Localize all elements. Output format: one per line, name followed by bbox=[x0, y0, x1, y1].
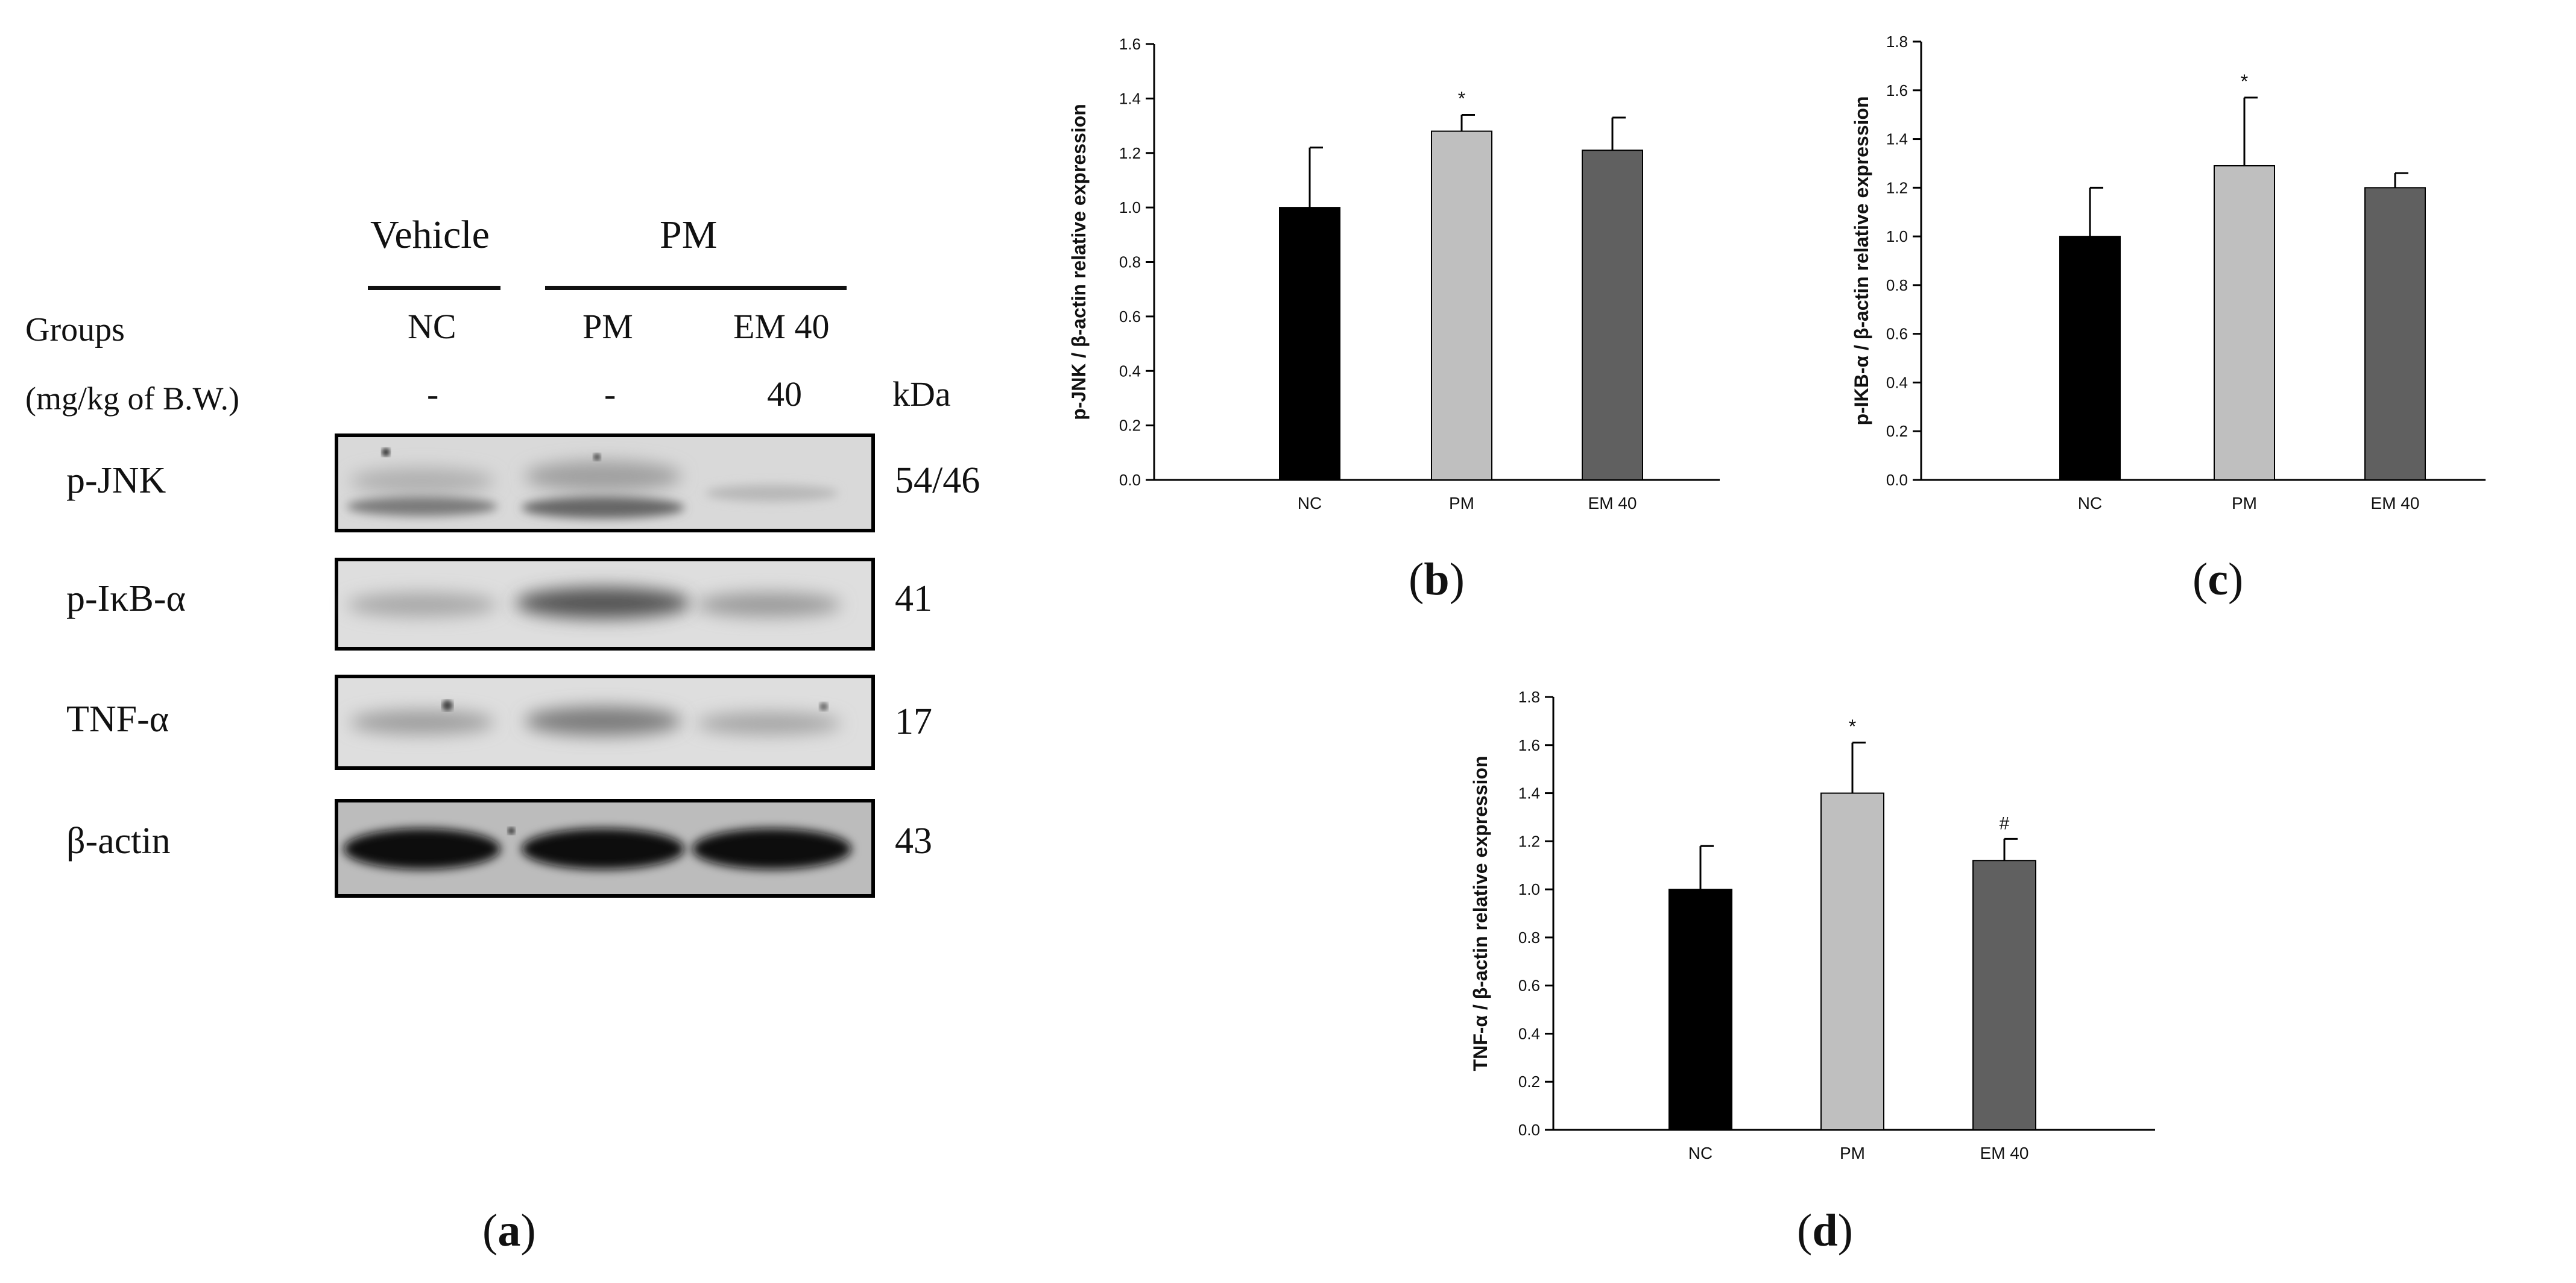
blot-header-pm: PM bbox=[660, 213, 718, 257]
groups-label: Groups bbox=[25, 311, 125, 348]
panel-label-a: (a) bbox=[482, 1205, 536, 1256]
kda-tnfa: 17 bbox=[895, 701, 932, 742]
y-tick-label: 0.2 bbox=[1518, 1073, 1540, 1091]
panel-label-b: (b) bbox=[1409, 554, 1465, 605]
x-tick-label: EM 40 bbox=[2371, 494, 2420, 512]
y-tick-label: 0.6 bbox=[1886, 325, 1908, 343]
pm-underline bbox=[545, 286, 847, 290]
bar bbox=[1668, 889, 1732, 1130]
lane-label-em40: EM 40 bbox=[733, 307, 830, 346]
y-tick-label: 0.2 bbox=[1886, 422, 1908, 440]
y-tick-label: 1.4 bbox=[1518, 784, 1540, 802]
bar bbox=[1431, 130, 1492, 481]
y-tick-label: 1.8 bbox=[1518, 688, 1540, 706]
dose-em40: 40 bbox=[767, 374, 802, 414]
vehicle-underline bbox=[368, 286, 500, 290]
bar bbox=[2214, 165, 2275, 481]
y-tick-label: 1.0 bbox=[1119, 198, 1141, 216]
x-tick-label: NC bbox=[2078, 494, 2102, 512]
panel-label-c-letter: c bbox=[2208, 554, 2229, 605]
blot-strip-pikba bbox=[335, 558, 875, 651]
y-tick-label: 0.8 bbox=[1518, 928, 1540, 947]
y-tick-label: 1.6 bbox=[1518, 736, 1540, 754]
y-tick-label: 1.4 bbox=[1119, 89, 1141, 107]
protein-label-bactin: β-actin bbox=[66, 821, 171, 862]
x-tick-label: EM 40 bbox=[1588, 494, 1637, 512]
panel-label-b-letter: b bbox=[1424, 554, 1450, 605]
significance-mark: * bbox=[2241, 71, 2248, 92]
significance-mark: * bbox=[1849, 716, 1856, 737]
y-tick-label: 0.0 bbox=[1886, 471, 1908, 489]
y-tick-label: 0.0 bbox=[1119, 471, 1141, 489]
panel-label-d: (d) bbox=[1797, 1205, 1853, 1256]
protein-label-pjnk: p-JNK bbox=[66, 460, 166, 501]
blot-header-vehicle: Vehicle bbox=[370, 213, 490, 257]
x-tick-label: PM bbox=[2232, 494, 2257, 512]
dose-nc: - bbox=[427, 374, 439, 414]
y-tick-label: 1.2 bbox=[1886, 178, 1908, 197]
panel-label-d-letter: d bbox=[1812, 1205, 1838, 1256]
x-tick-label: EM 40 bbox=[1980, 1144, 2029, 1162]
bar bbox=[1972, 860, 2036, 1130]
y-tick-label: 0.2 bbox=[1119, 417, 1141, 435]
y-tick-label: 1.4 bbox=[1886, 130, 1908, 148]
kda-label: kDa bbox=[892, 374, 951, 414]
x-tick-label: NC bbox=[1688, 1144, 1713, 1162]
bar bbox=[2364, 187, 2426, 481]
y-tick-label: 1.8 bbox=[1886, 33, 1908, 51]
y-axis-label: p-IKB-α / β-actin relative expression bbox=[1851, 96, 1872, 425]
dose-label: (mg/kg of B.W.) bbox=[25, 380, 239, 417]
y-tick-label: 1.2 bbox=[1518, 832, 1540, 850]
y-tick-label: 0.8 bbox=[1886, 276, 1908, 294]
x-tick-label: PM bbox=[1840, 1144, 1865, 1162]
blot-strip-bactin bbox=[335, 799, 875, 898]
y-tick-label: 0.6 bbox=[1518, 977, 1540, 995]
bar bbox=[1820, 792, 1884, 1130]
panel-label-a-letter: a bbox=[497, 1205, 521, 1256]
protein-label-pikba: p-IκB-α bbox=[66, 578, 186, 619]
panel-label-c: (c) bbox=[2192, 554, 2244, 605]
kda-pikba: 41 bbox=[895, 578, 932, 619]
lane-label-pm: PM bbox=[582, 307, 633, 346]
y-tick-label: 1.0 bbox=[1886, 227, 1908, 245]
y-tick-label: 0.4 bbox=[1886, 373, 1908, 391]
blot-strip-tnfa bbox=[335, 675, 875, 770]
y-axis-label: TNF-α / β-actin relative expression bbox=[1470, 756, 1491, 1071]
y-tick-label: 1.2 bbox=[1119, 144, 1141, 162]
significance-mark: # bbox=[2000, 813, 2010, 833]
dose-pm: - bbox=[604, 374, 616, 414]
bar bbox=[1279, 207, 1340, 481]
y-tick-label: 1.6 bbox=[1886, 81, 1908, 99]
x-tick-label: PM bbox=[1449, 494, 1474, 512]
y-tick-label: 0.4 bbox=[1518, 1024, 1540, 1042]
protein-label-tnfa: TNF-α bbox=[66, 699, 169, 740]
y-axis-label: p-JNK / β-actin relative expression bbox=[1068, 104, 1090, 420]
y-tick-label: 0.4 bbox=[1119, 362, 1141, 380]
y-tick-label: 0.8 bbox=[1119, 253, 1141, 271]
significance-mark: * bbox=[1458, 87, 1465, 109]
y-tick-label: 1.0 bbox=[1518, 880, 1540, 898]
lane-label-nc: NC bbox=[408, 307, 456, 346]
kda-pjnk: 54/46 bbox=[895, 460, 980, 501]
bar bbox=[2059, 236, 2121, 481]
y-tick-label: 1.6 bbox=[1119, 35, 1141, 53]
kda-bactin: 43 bbox=[895, 821, 932, 862]
y-tick-label: 0.0 bbox=[1518, 1121, 1540, 1139]
x-tick-label: NC bbox=[1298, 494, 1322, 512]
y-tick-label: 0.6 bbox=[1119, 307, 1141, 326]
blot-strip-pjnk bbox=[335, 433, 875, 532]
